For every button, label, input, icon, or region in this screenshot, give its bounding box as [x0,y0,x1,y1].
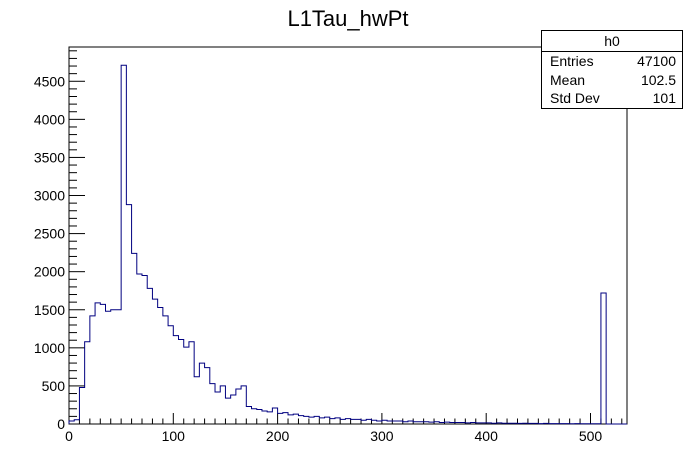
stats-stddev-value: 101 [652,90,676,106]
stats-row-mean: Mean 102.5 [542,71,682,90]
y-tick-label: 0 [57,416,65,432]
stats-title: h0 [542,31,682,52]
x-tick-label: 500 [579,428,603,444]
axis-labels: 0 100 200 300 400 500 0 500 1000 1500 2000 2500 3000… [34,73,603,444]
chart-title: L1Tau_hwPt [287,6,408,31]
x-tick-label: 300 [370,428,394,444]
plot-frame [68,46,628,425]
y-tick-label: 1000 [34,340,65,356]
x-tick-label: 200 [266,428,290,444]
y-tick-label: 2500 [34,226,65,242]
y-tick-label: 4500 [34,73,65,89]
x-tick-label: 0 [65,428,73,444]
stats-mean-label: Mean [550,71,586,88]
y-tick-label: 4000 [34,111,65,127]
stats-box: h0 Entries 47100 Mean 102.5 Std Dev 101 [541,30,683,109]
y-tick-label: 1500 [34,302,65,318]
y-tick-label: 3000 [34,188,65,204]
stats-row-entries: Entries 47100 [542,52,682,71]
stats-stddev-label: Std Dev [550,90,600,106]
x-tick-label: 100 [162,428,186,444]
stats-entries-label: Entries [550,53,594,69]
histogram-line [68,64,627,425]
x-tick-label: 400 [475,428,499,444]
stats-row-stddev: Std Dev 101 [542,89,682,108]
axis-ticks [68,50,623,425]
stats-mean-value: 102.5 [640,71,676,88]
y-tick-label: 500 [42,378,66,394]
y-tick-label: 3500 [34,149,65,165]
y-tick-label: 2000 [34,264,65,280]
stats-entries-value: 47100 [637,53,676,69]
